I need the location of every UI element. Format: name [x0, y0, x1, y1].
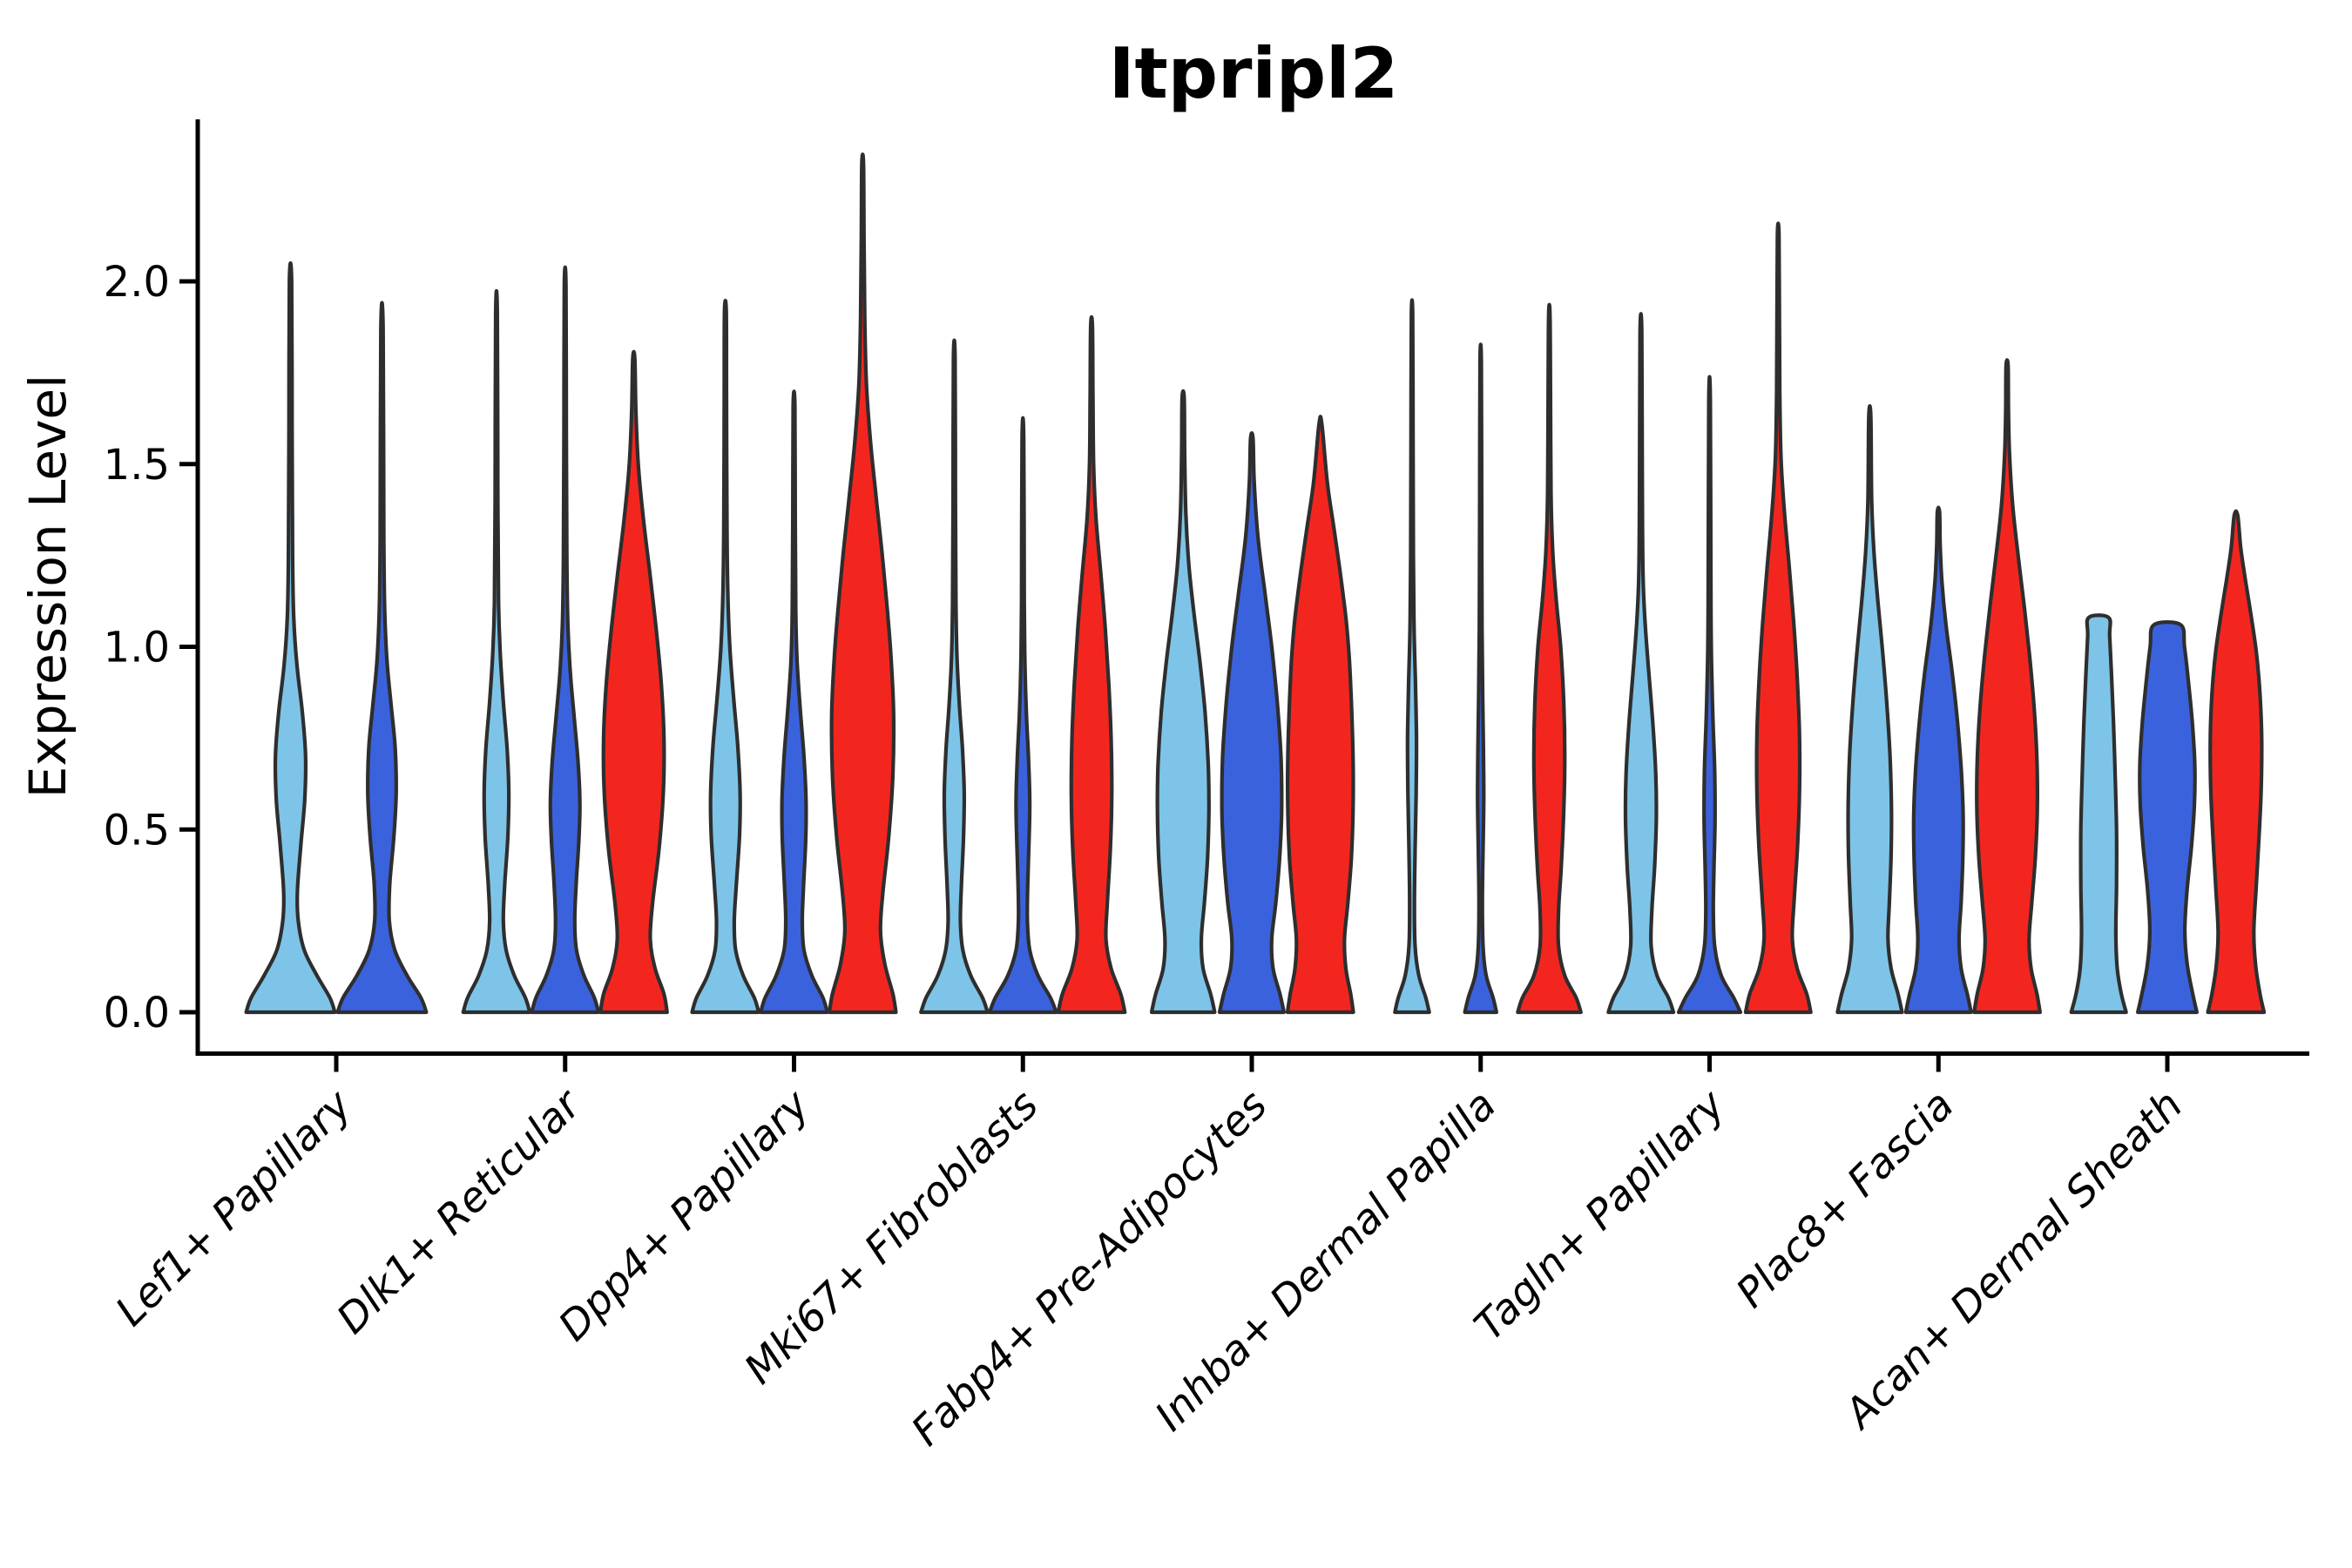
- violin-tagln-papillary-dark-blue: [1676, 375, 1743, 1015]
- violin-dlk1-reticular-red: [598, 349, 669, 1015]
- violin-inhba-dermal-papilla-dark-blue: [1463, 342, 1498, 1015]
- violin-plac8-fascia-light-blue: [1835, 404, 1904, 1015]
- x-tick-label-dlk1-reticular: Dlk1+ Reticular: [328, 1079, 591, 1343]
- x-tick-label-lef1-papillary: Lef1+ Papillary: [106, 1080, 362, 1335]
- violin-fabp4-pre-adipocytes-red: [1285, 415, 1355, 1015]
- y-tick-label-1.5: 1.5: [104, 441, 170, 490]
- violin-fabp4-pre-adipocytes-dark-blue: [1217, 431, 1287, 1015]
- violin-dlk1-reticular-dark-blue: [530, 265, 601, 1015]
- x-tick-label-tagln-papillary: Tagln+ Papillary: [1465, 1080, 1735, 1350]
- x-tick-label-dpp4-papillary: Dpp4+ Papillary: [550, 1080, 820, 1350]
- axes-layer: [179, 119, 2309, 1072]
- y-axis-label: Expression Level: [18, 375, 78, 798]
- violin-acan-dermal-sheath-light-blue: [2069, 613, 2128, 1015]
- y-tick-label-2.0: 2.0: [104, 258, 170, 307]
- violin-plac8-fascia-dark-blue: [1903, 505, 1973, 1015]
- violin-tagln-papillary-red: [1743, 221, 1813, 1015]
- chart-title: Itpripl2: [1109, 33, 1399, 114]
- violin-acan-dermal-sheath-red: [2206, 509, 2267, 1015]
- violin-lef1-papillary-dark-blue: [335, 301, 429, 1015]
- violin-lef1-papillary-light-blue: [244, 260, 337, 1015]
- violin-inhba-dermal-papilla-light-blue: [1393, 298, 1431, 1015]
- violin-dlk1-reticular-light-blue: [461, 289, 532, 1015]
- violin-plac8-fascia-red: [1972, 358, 2042, 1015]
- x-tick-label-plac8-fascia: Plac8+ Fascia: [1727, 1081, 1963, 1317]
- violin-mki67-fibroblasts-dark-blue: [987, 416, 1058, 1015]
- violin-dpp4-papillary-dark-blue: [759, 389, 829, 1015]
- violin-dpp4-papillary-red: [828, 152, 898, 1015]
- violin-dpp4-papillary-light-blue: [690, 298, 760, 1015]
- violin-tagln-papillary-light-blue: [1606, 312, 1676, 1015]
- y-tick-label-1.0: 1.0: [104, 624, 170, 672]
- violin-mki67-fibroblasts-red: [1056, 314, 1127, 1015]
- violins-layer: [244, 152, 2267, 1015]
- violin-acan-dermal-sheath-dark-blue: [2136, 620, 2199, 1015]
- y-tick-label-0.0: 0.0: [104, 989, 170, 1037]
- violin-inhba-dermal-papilla-red: [1516, 302, 1583, 1015]
- violin-fabp4-pre-adipocytes-light-blue: [1149, 389, 1217, 1015]
- violin-mki67-fibroblasts-light-blue: [919, 338, 990, 1015]
- y-tick-label-0.5: 0.5: [104, 806, 170, 855]
